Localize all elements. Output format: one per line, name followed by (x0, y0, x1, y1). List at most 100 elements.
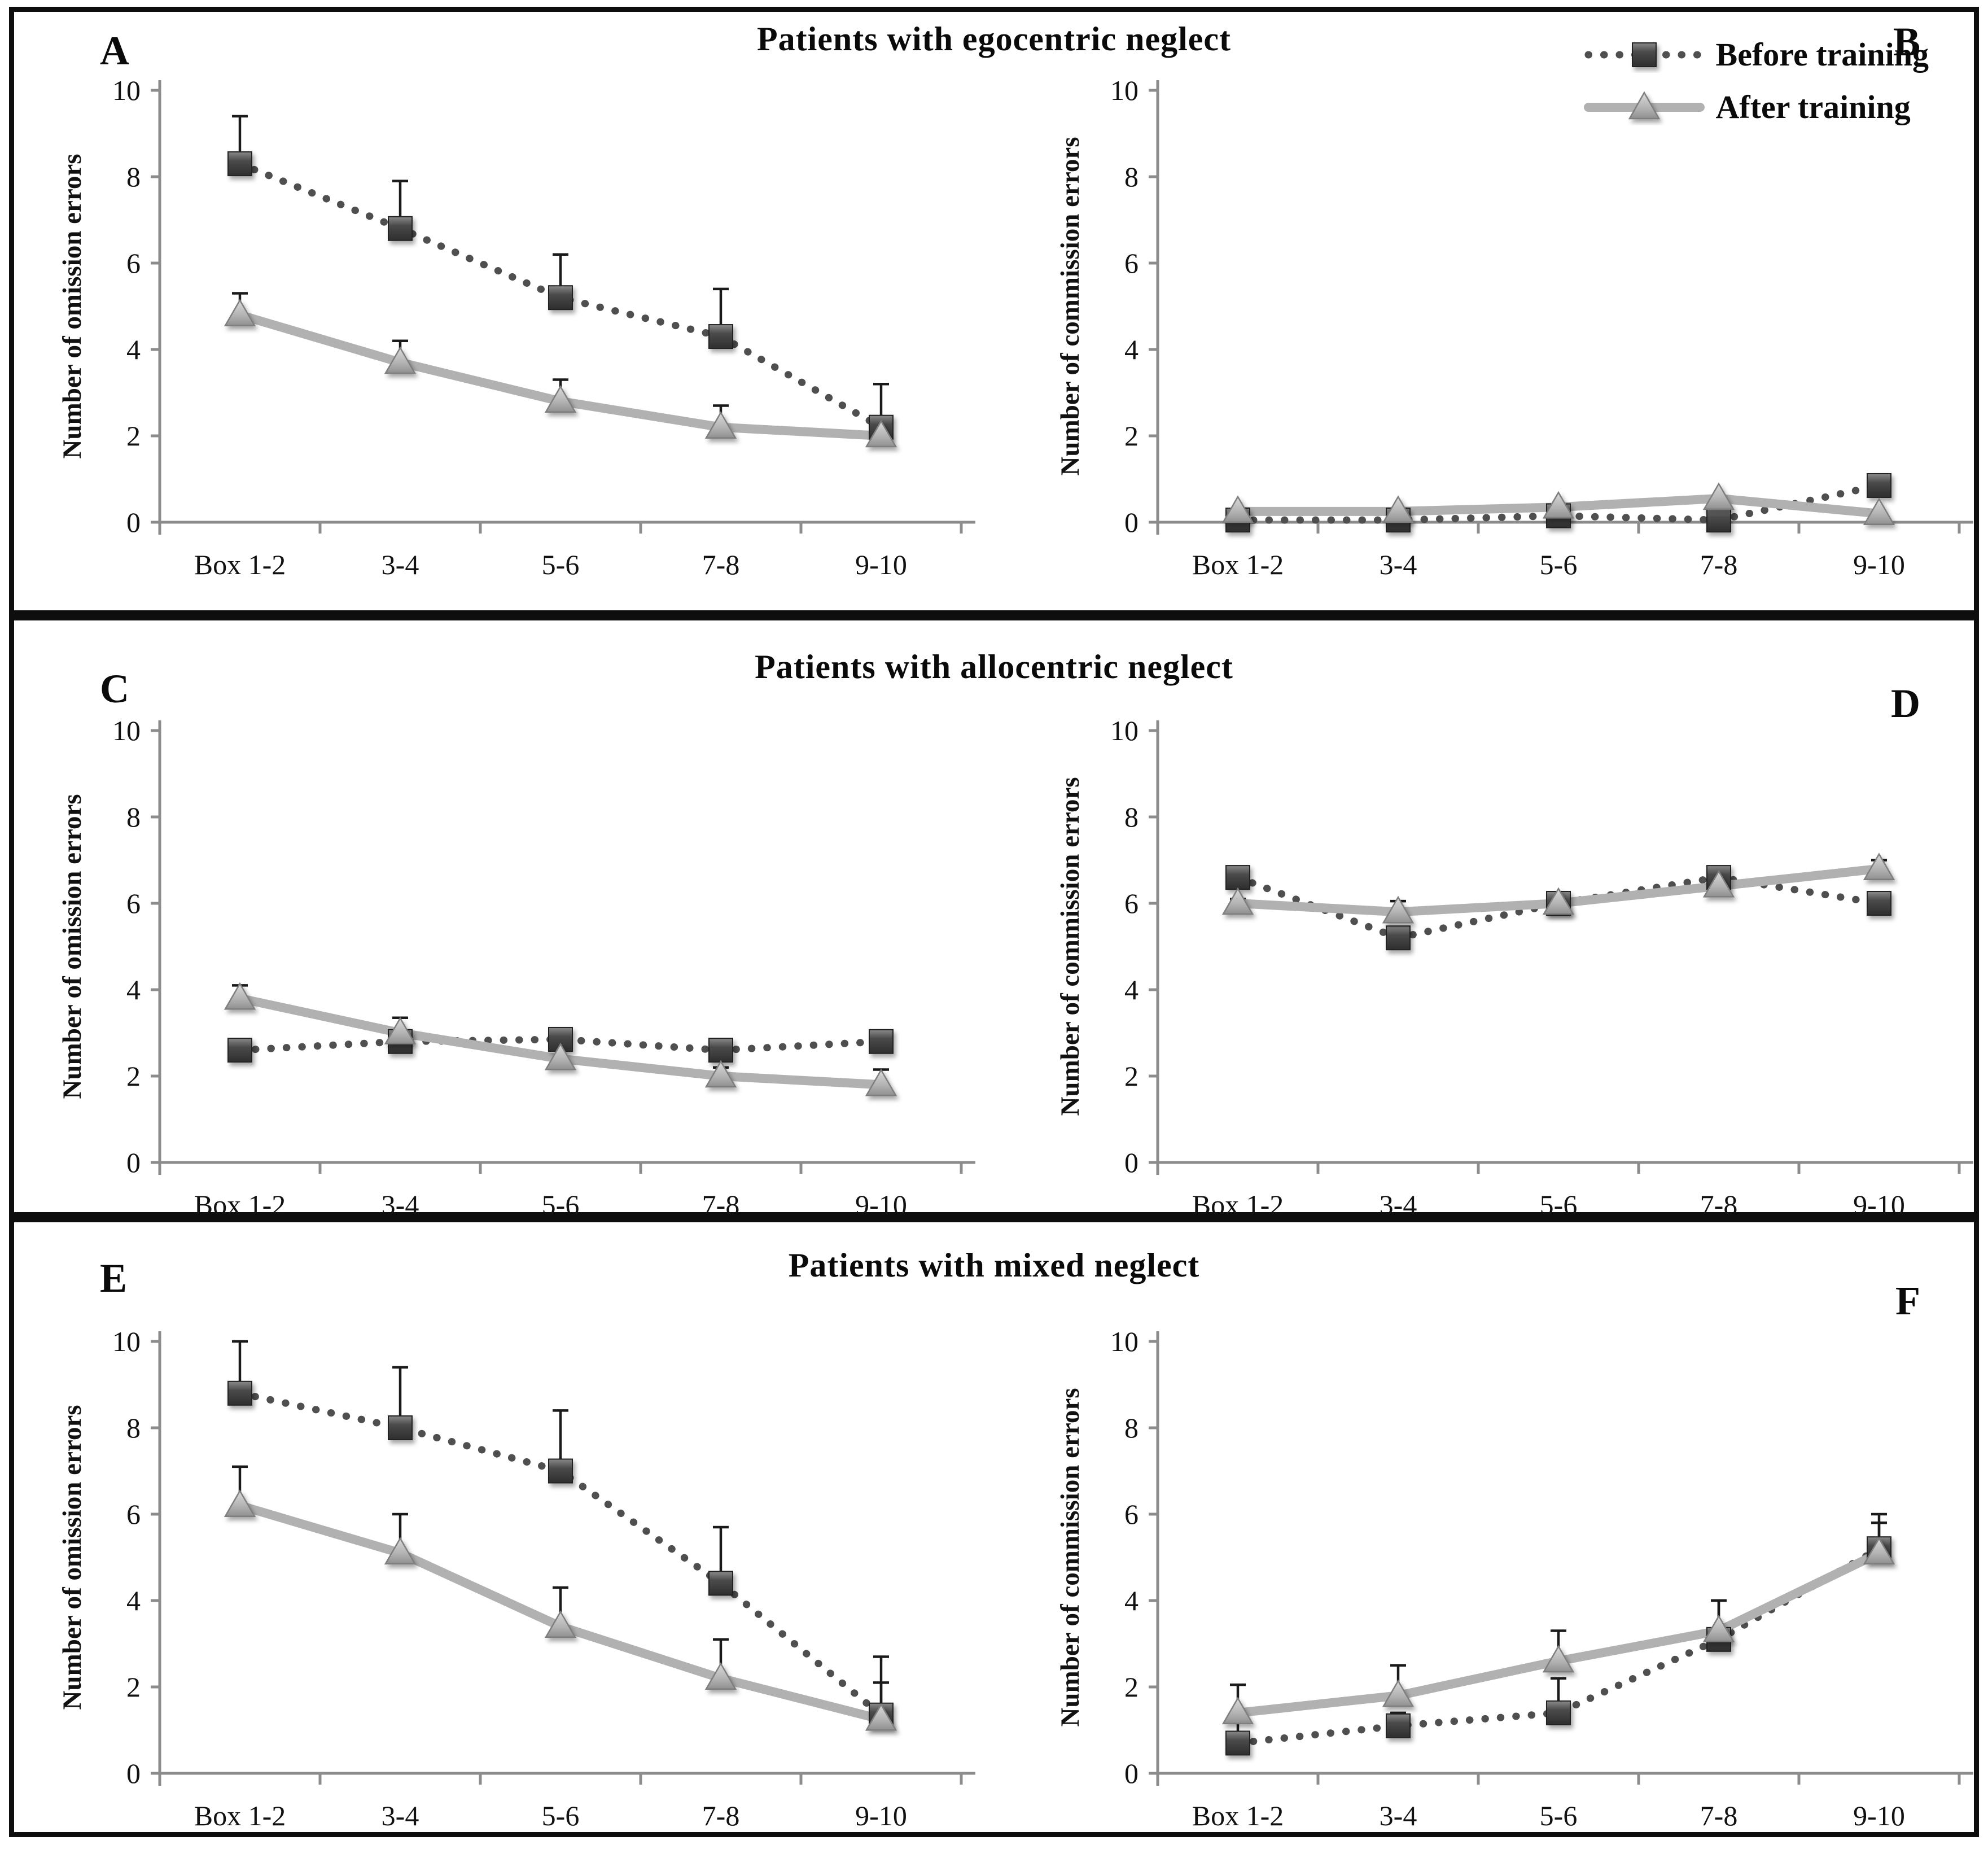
row-title-mixed: Patients with mixed neglect (788, 1247, 1200, 1284)
y-axis-title: Number of omission errors (58, 794, 87, 1099)
y-tick-label: 4 (1124, 974, 1138, 1005)
x-category-label: 7-8 (1700, 1189, 1738, 1221)
after-marker-triangle (384, 1017, 417, 1044)
panel-row-mixed: Patients with mixed neglect E F 0 2 4 6 8 10 B… (9, 1217, 1979, 1837)
panel-letter-f: F (1895, 1278, 1920, 1323)
legend-entry-after: After training (1583, 88, 1929, 126)
x-category-label: 7-8 (1700, 1800, 1738, 1831)
row-title-allocentric: Patients with allocentric neglect (755, 648, 1233, 685)
x-category-label: Box 1-2 (1192, 549, 1284, 580)
before-marker-square (1867, 473, 1891, 498)
panel-letter-a: A (100, 28, 129, 73)
y-tick-label: 10 (1110, 75, 1138, 106)
y-tick-label: 2 (126, 1060, 141, 1092)
y-tick-label: 10 (112, 715, 141, 746)
y-tick-label: 0 (126, 506, 141, 538)
x-category-label: Box 1-2 (194, 549, 286, 580)
x-category-label: 5-6 (542, 1800, 580, 1831)
y-tick-label: 10 (1110, 1326, 1138, 1357)
before-training-line (236, 160, 885, 431)
after-marker-triangle (1221, 495, 1254, 523)
x-category-label: 7-8 (702, 1189, 740, 1221)
after-marker-triangle (224, 1489, 256, 1517)
before-training-line (236, 1035, 885, 1054)
before-marker-square (388, 1415, 413, 1440)
before-marker-square (708, 324, 733, 349)
x-category-label: 7-8 (702, 549, 740, 580)
before-marker-square (548, 1458, 573, 1484)
before-marker-square (1867, 891, 1891, 916)
after-marker-triangle (865, 419, 897, 448)
x-category-label: 3-4 (382, 549, 419, 580)
after-marker-triangle (1542, 1645, 1575, 1673)
x-category-label: 9-10 (1853, 549, 1905, 580)
y-tick-label: 8 (1124, 161, 1138, 193)
after-marker-triangle (1702, 869, 1735, 898)
y-tick-label: 0 (1124, 1758, 1138, 1789)
x-category-label: 3-4 (1380, 549, 1417, 580)
y-tick-label: 10 (1110, 715, 1138, 746)
y-tick-label: 6 (1124, 1498, 1138, 1530)
y-tick-label: 2 (126, 420, 141, 452)
before-marker-square (548, 285, 573, 311)
x-category-label: 9-10 (855, 1189, 907, 1221)
x-category-label: Box 1-2 (1192, 1189, 1284, 1221)
before-marker-square (708, 1038, 733, 1063)
after-marker-triangle (1382, 1679, 1415, 1707)
before-marker-square (1225, 1730, 1250, 1756)
y-tick-label: 2 (1124, 1671, 1138, 1703)
before-marker-square (227, 151, 252, 177)
x-category-label: Box 1-2 (1192, 1800, 1284, 1831)
after-marker-triangle (1863, 1537, 1895, 1565)
after-marker-triangle (544, 1042, 577, 1070)
x-category-label: Box 1-2 (194, 1189, 286, 1221)
chart-e-omission-errors: 0 2 4 6 8 10 Box 1-2 3-4 5-6 7-8 9-10 Number of omi… (58, 1326, 975, 1831)
after-marker-triangle (544, 385, 577, 413)
y-tick-label: 10 (112, 1326, 141, 1357)
after-marker-triangle (865, 1068, 897, 1096)
before-marker-square (708, 1571, 733, 1596)
after-marker-triangle (224, 299, 256, 327)
after-marker-triangle (704, 411, 737, 439)
y-tick-label: 4 (126, 334, 141, 365)
after-marker-triangle (1382, 495, 1415, 523)
y-axis-title: Number of commission errors (1056, 777, 1085, 1116)
y-tick-label: 2 (1124, 1060, 1138, 1092)
before-marker-square (1386, 1713, 1411, 1738)
after-marker-triangle (384, 346, 417, 374)
x-category-label: 7-8 (1700, 549, 1738, 580)
y-axis-title: Number of omission errors (58, 1405, 87, 1710)
x-category-label: 5-6 (1540, 549, 1578, 580)
x-category-label: 3-4 (1380, 1189, 1417, 1221)
chart-a-omission-errors: 0 2 4 6 8 10 Box 1-2 3-4 5-6 7-8 9-10 Number of omi… (58, 75, 975, 580)
after-marker-triangle (1221, 1697, 1254, 1725)
after-marker-triangle (1221, 887, 1254, 915)
panel-letter-c: C (100, 666, 129, 711)
after-marker-triangle (1542, 887, 1575, 915)
panel-letter-b: B (1893, 19, 1920, 64)
before-marker-square (1225, 865, 1250, 890)
y-tick-label: 4 (1124, 334, 1138, 365)
x-category-label: 3-4 (382, 1800, 419, 1831)
x-category-label: 5-6 (1540, 1189, 1578, 1221)
before-marker-square (1706, 508, 1731, 533)
legend-label-before: Before training (1715, 36, 1929, 73)
after-marker-triangle (1542, 491, 1575, 519)
x-category-label: 3-4 (382, 1189, 419, 1221)
y-tick-label: 2 (126, 1671, 141, 1703)
x-category-label: 9-10 (855, 1800, 907, 1831)
y-axis-title: Number of omission errors (58, 154, 87, 458)
y-tick-label: 2 (1124, 420, 1138, 452)
before-marker-square (388, 216, 413, 241)
panel-letter-e: E (100, 1256, 128, 1301)
y-tick-label: 8 (1124, 1412, 1138, 1444)
before-marker-square (227, 1380, 252, 1406)
panel-row-egocentric: Patients with egocentric neglect A B Bef… (9, 7, 1979, 615)
chart-c-omission-errors: 0 2 4 6 8 10 Box 1-2 3-4 5-6 7-8 9-10 Number of omi… (58, 715, 975, 1221)
y-axis-title: Number of commission errors (1056, 137, 1085, 475)
chart-f-commission-errors: 0 2 4 6 8 10 Box 1-2 3-4 5-6 7-8 9-10 Number of com… (1056, 1326, 1973, 1831)
y-tick-label: 8 (126, 801, 141, 833)
x-category-label: 5-6 (542, 549, 580, 580)
legend-entry-before: Before training (1584, 36, 1929, 73)
before-marker-square (227, 1038, 252, 1063)
